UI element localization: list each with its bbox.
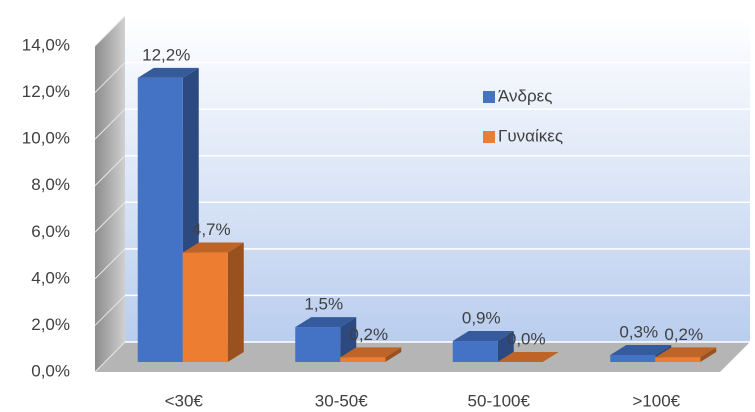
x-tick-label: 50-100€ xyxy=(468,391,531,410)
side-grid-line xyxy=(94,62,126,93)
bar xyxy=(295,327,341,362)
bar xyxy=(137,77,183,363)
value-label: 0,0% xyxy=(507,329,546,348)
x-tick-label: >100€ xyxy=(632,391,680,410)
value-label: 12,2% xyxy=(142,45,190,64)
bar-top xyxy=(655,347,717,358)
legend-label: Άνδρες xyxy=(498,86,552,105)
bar-side xyxy=(385,347,402,362)
bar-top xyxy=(340,347,402,358)
y-tick-label: 6,0% xyxy=(31,222,70,241)
bar-top xyxy=(610,345,672,356)
side-grid-line xyxy=(94,341,126,373)
side-grid-line xyxy=(94,108,126,140)
x-tick-label: <30€ xyxy=(165,391,204,410)
bar-side xyxy=(497,331,514,362)
bar xyxy=(340,357,386,362)
bar xyxy=(452,341,498,362)
value-label: 0,2% xyxy=(349,325,388,344)
bar-top xyxy=(295,317,357,328)
value-label: 0,3% xyxy=(619,322,658,341)
value-label: 0,9% xyxy=(462,309,501,328)
y-tick-label: 2,0% xyxy=(31,315,70,334)
back-wall xyxy=(125,16,750,342)
bar-top xyxy=(137,67,199,78)
legend-swatch xyxy=(483,91,495,103)
y-tick-label: 0,0% xyxy=(31,361,70,380)
y-tick-label: 14,0% xyxy=(22,35,70,54)
side-grid-line xyxy=(94,15,126,47)
value-label: 1,5% xyxy=(304,295,343,314)
bar-side xyxy=(227,242,244,362)
bar xyxy=(182,252,228,362)
side-grid-line xyxy=(94,155,126,187)
side-grid-line xyxy=(94,248,126,280)
legend-swatch xyxy=(483,131,495,143)
y-tick-label: 4,0% xyxy=(31,268,70,287)
bar-side xyxy=(700,347,717,362)
value-label: 0,2% xyxy=(664,325,703,344)
floor xyxy=(95,342,750,372)
y-tick-label: 10,0% xyxy=(22,129,70,148)
x-tick-label: 30-50€ xyxy=(315,391,368,410)
side-wall xyxy=(95,16,125,372)
bar-top xyxy=(497,352,559,362)
side-grid-line xyxy=(94,201,126,233)
bar-top xyxy=(182,242,244,253)
legend-label: Γυναίκες xyxy=(498,126,563,145)
y-tick-label: 8,0% xyxy=(31,175,70,194)
y-tick-label: 12,0% xyxy=(22,82,70,101)
value-label: 4,7% xyxy=(192,220,231,239)
bar xyxy=(655,357,701,362)
bar xyxy=(610,355,656,362)
side-grid-line xyxy=(94,295,126,326)
bar-top xyxy=(452,331,514,342)
